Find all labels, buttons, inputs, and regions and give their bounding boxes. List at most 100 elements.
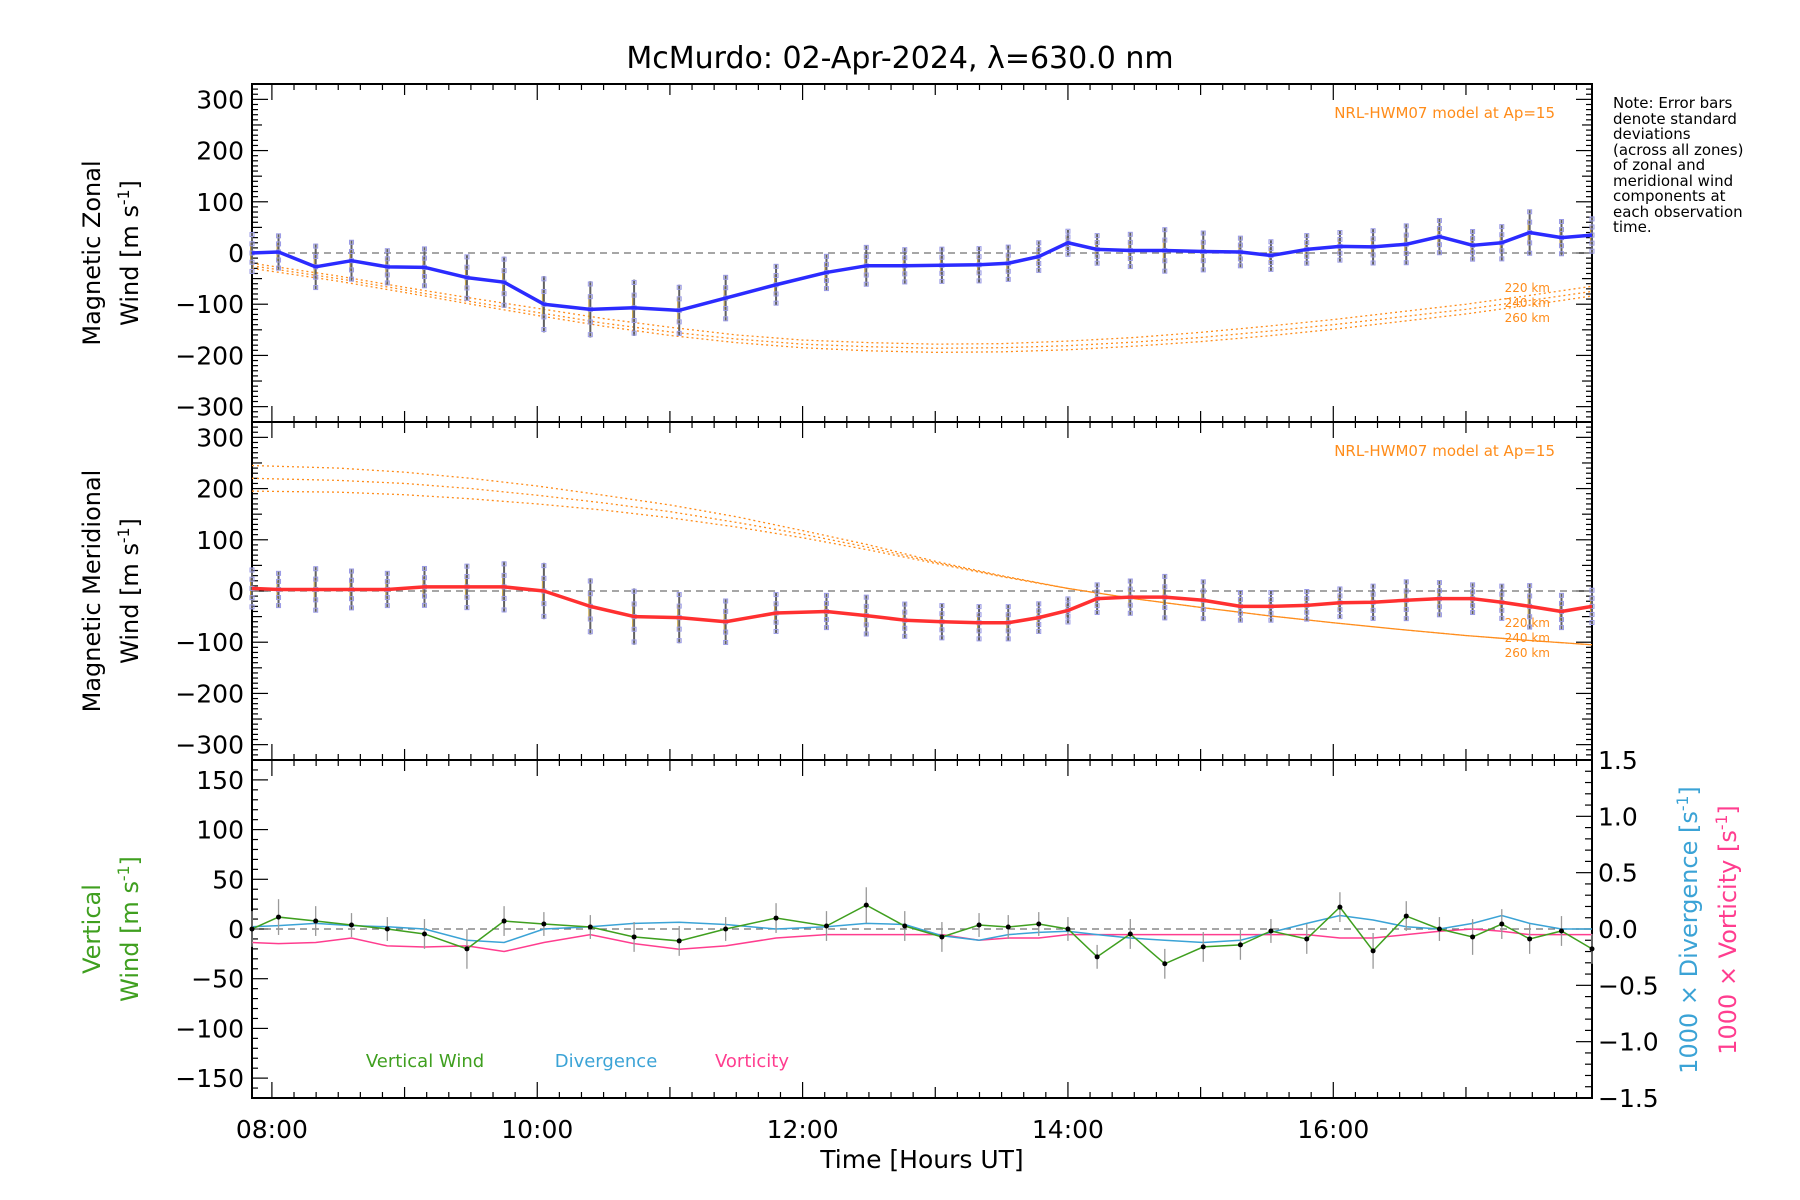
zone-mark — [1005, 628, 1011, 634]
zone-mark — [313, 597, 319, 603]
zone-mark — [384, 570, 390, 576]
zone-mark — [501, 256, 507, 262]
zone-mark — [676, 603, 682, 609]
zone-mark — [723, 285, 729, 291]
model-curve — [251, 477, 1593, 646]
zone-mark — [349, 276, 355, 282]
zone-mark — [976, 278, 982, 284]
zone-mark — [1200, 239, 1206, 245]
zone-mark — [1237, 596, 1243, 602]
zone-mark — [676, 592, 682, 598]
zone-mark — [384, 272, 390, 278]
zone-mark — [1558, 251, 1564, 257]
zone-mark — [631, 639, 637, 645]
zone-mark — [541, 276, 547, 282]
zone-mark — [276, 233, 282, 239]
y-tick-label: −200 — [175, 341, 244, 370]
zone-mark — [1200, 258, 1206, 264]
vertical-wind-point — [249, 926, 255, 932]
y-tick-label: −150 — [175, 1064, 244, 1093]
zone-mark — [1036, 267, 1042, 273]
zonal-wind-line — [251, 230, 1593, 313]
zone-mark — [773, 300, 779, 306]
zone-mark — [1527, 614, 1533, 620]
zone-mark — [773, 273, 779, 279]
zone-mark — [863, 254, 869, 260]
zone-mark — [1370, 260, 1376, 266]
zone-mark — [1094, 582, 1100, 588]
zone-mark — [1162, 268, 1168, 274]
model-altitude-label: 240 km — [1505, 296, 1550, 310]
zone-mark — [1162, 584, 1168, 590]
zone-mark — [1527, 240, 1533, 246]
zone-mark — [1094, 610, 1100, 616]
zone-mark — [1499, 591, 1505, 597]
vertical-wind-point — [1127, 931, 1133, 937]
zone-mark — [676, 638, 682, 644]
zone-mark — [1436, 612, 1442, 618]
model-altitude-label: 220 km — [1505, 281, 1550, 295]
zone-mark — [421, 255, 427, 261]
zone-mark — [587, 332, 593, 338]
zone-mark — [1065, 619, 1071, 625]
zone-mark — [863, 244, 869, 250]
zone-mark — [773, 619, 779, 625]
vertical-wind-point — [384, 926, 390, 932]
zone-mark — [1005, 252, 1011, 258]
zone-mark — [501, 302, 507, 308]
zone-mark — [1370, 615, 1376, 621]
vertical-wind-point — [723, 926, 729, 932]
zone-mark — [773, 263, 779, 269]
zone-mark — [1370, 583, 1376, 589]
zone-mark — [1127, 578, 1133, 584]
vertical-wind-point — [1005, 924, 1011, 930]
zone-mark — [1337, 593, 1343, 599]
vertical-wind-point — [1094, 954, 1100, 960]
vertical-wind-point — [1237, 942, 1243, 948]
zone-mark — [1065, 228, 1071, 234]
zone-mark — [1005, 636, 1011, 642]
zone-mark — [587, 629, 593, 635]
model-curve — [251, 490, 1593, 646]
zone-mark — [863, 272, 869, 278]
vertical-wind-point — [276, 914, 282, 920]
y-axis-label: Wind [m s-1] — [115, 856, 144, 1002]
zone-mark — [1370, 591, 1376, 597]
zone-mark — [249, 576, 255, 582]
zone-mark — [723, 274, 729, 280]
model-label: NRL-HWM07 model at Ap=15 — [1334, 442, 1555, 460]
zone-mark — [676, 330, 682, 336]
vertical-wind-point — [541, 921, 547, 927]
legend-label: Vorticity — [715, 1051, 789, 1072]
zone-mark — [1403, 606, 1409, 612]
zone-mark — [587, 591, 593, 597]
zone-mark — [1337, 257, 1343, 263]
zone-mark — [1589, 240, 1595, 246]
zone-mark — [313, 607, 319, 613]
y-axis-label: Magnetic Zonal — [78, 160, 106, 345]
zone-mark — [631, 626, 637, 632]
panel-frame — [251, 83, 1593, 423]
zone-mark — [1499, 224, 1505, 230]
zone-mark — [1268, 596, 1274, 602]
y-tick-label: −300 — [175, 393, 244, 422]
zone-mark — [1127, 231, 1133, 237]
note-line: Note: Error bars — [1613, 94, 1733, 112]
zone-mark — [1127, 264, 1133, 270]
zone-mark — [464, 574, 470, 580]
y-tick-label: 300 — [196, 85, 244, 114]
note-line: components at — [1613, 187, 1726, 205]
zone-mark — [1470, 228, 1476, 234]
right-y-tick-label: 0.5 — [1598, 859, 1638, 888]
note-text: Note: Error bars denote standard deviati… — [1613, 94, 1793, 236]
zone-mark — [587, 319, 593, 325]
zone-mark — [1162, 615, 1168, 621]
zone-mark — [823, 600, 829, 606]
zone-mark — [1470, 610, 1476, 616]
zone-mark — [1436, 580, 1442, 586]
zone-mark — [464, 264, 470, 270]
zone-mark — [1589, 587, 1595, 593]
zone-mark — [723, 305, 729, 311]
zone-mark — [1200, 267, 1206, 273]
zone-mark — [276, 265, 282, 271]
